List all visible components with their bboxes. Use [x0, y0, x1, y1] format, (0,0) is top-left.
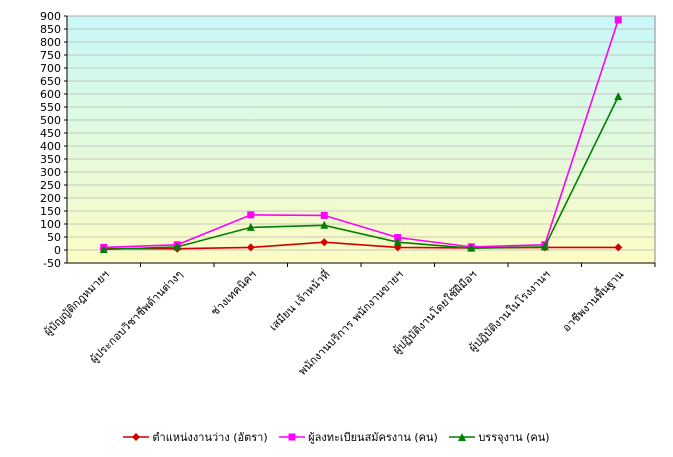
data-point: [320, 220, 329, 229]
y-tick-label: -50: [43, 257, 61, 270]
y-tick-label: 350: [40, 153, 61, 166]
x-category-label: ผู้บัญญัติกฎหมายฯ: [41, 268, 111, 338]
legend-label-applicants: ผู้ลงทะเบียนสมัครงาน (คน): [308, 431, 438, 444]
y-tick-label: 200: [40, 192, 61, 205]
y-tick-label: 750: [40, 49, 61, 62]
y-tick-label: 250: [40, 179, 61, 192]
data-point: [614, 243, 623, 252]
data-point: [393, 237, 402, 246]
data-point: [247, 211, 255, 219]
data-point: [246, 222, 255, 231]
y-tick-label: 100: [40, 218, 61, 231]
data-point: [614, 16, 622, 24]
y-tick-label: 600: [40, 88, 61, 101]
legend: ตำแหน่งงานว่าง (อัตรา) ผู้ลงทะเบียนสมัคร…: [0, 428, 673, 446]
y-tick-label: 900: [40, 10, 61, 23]
y-tick-label: 850: [40, 23, 61, 36]
y-tick-label: 550: [40, 101, 61, 114]
data-point: [99, 244, 108, 253]
y-tick-label: 0: [54, 244, 61, 257]
data-point: [614, 92, 623, 101]
data-point: [320, 211, 328, 219]
y-tick-label: 450: [40, 127, 61, 140]
legend-item-vacancies: ตำแหน่งงานว่าง (อัตรา): [123, 428, 268, 446]
x-category-label: อาชีพงานพื้นฐาน: [558, 266, 626, 334]
legend-item-placements: บรรจุงาน (คน): [449, 428, 550, 446]
square-marker-icon: [279, 433, 306, 441]
diamond-marker-icon: [123, 433, 150, 441]
y-tick-label: 500: [40, 114, 61, 127]
x-category-label: ผู้ปฏิบัติงานโดยใช้ฝีมือฯ: [390, 267, 480, 357]
x-category-label: ช่างเทคนิคฯ: [208, 268, 259, 319]
series-group: [99, 16, 623, 253]
y-tick-labels: -500501001502002503003504004505005506006…: [40, 10, 67, 270]
series-line: [103, 19, 620, 249]
y-tick-label: 650: [40, 75, 61, 88]
y-tick-label: 800: [40, 36, 61, 49]
x-category-label: ผู้ปฏิบัติงานในโรงงานฯ: [466, 267, 553, 354]
y-tick-label: 300: [40, 166, 61, 179]
y-tick-label: 400: [40, 140, 61, 153]
y-tick-label: 700: [40, 62, 61, 75]
x-category-labels: ผู้บัญญัติกฎหมายฯผู้ประกอบวิชาชีพด้านต่า…: [41, 263, 656, 378]
triangle-marker-icon: [449, 433, 476, 441]
y-tick-label: 50: [47, 231, 61, 244]
legend-label-placements: บรรจุงาน (คน): [478, 431, 550, 444]
data-point: [394, 234, 402, 242]
y-tick-label: 150: [40, 205, 61, 218]
data-point: [246, 243, 255, 252]
data-point: [540, 242, 549, 251]
x-category-label: เสมียน เจ้าหน้าที่: [265, 267, 332, 334]
series-2: [99, 92, 623, 253]
data-point: [320, 238, 329, 247]
legend-label-vacancies: ตำแหน่งงานว่าง (อัตรา): [152, 431, 268, 444]
legend-item-applicants: ผู้ลงทะเบียนสมัครงาน (คน): [279, 428, 438, 446]
gridlines: [67, 15, 655, 251]
data-point: [173, 242, 182, 251]
series-line: [103, 96, 619, 251]
data-point: [467, 243, 476, 252]
